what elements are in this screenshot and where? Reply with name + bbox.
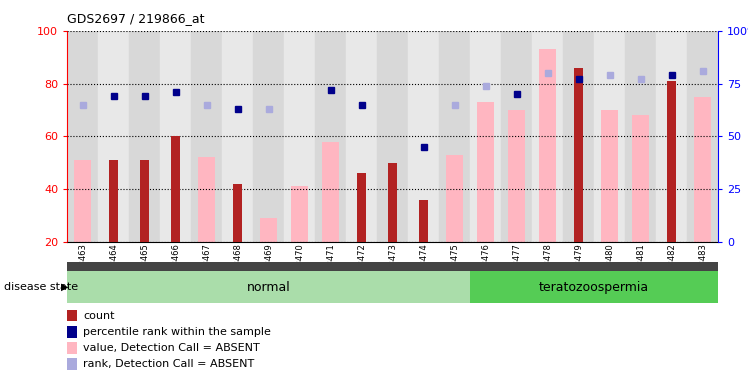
Bar — [601, 110, 618, 242]
Bar — [160, 31, 191, 242]
Bar — [408, 31, 439, 242]
Bar — [656, 31, 687, 242]
Text: percentile rank within the sample: percentile rank within the sample — [83, 327, 271, 337]
Bar — [171, 136, 180, 242]
Bar — [291, 187, 308, 242]
Text: value, Detection Call = ABSENT: value, Detection Call = ABSENT — [83, 343, 260, 353]
Bar — [377, 31, 408, 242]
Bar — [439, 31, 470, 242]
Bar — [191, 31, 222, 242]
Bar — [388, 163, 397, 242]
Bar — [198, 157, 215, 242]
Bar — [109, 160, 118, 242]
Bar — [129, 31, 160, 242]
Bar — [260, 218, 278, 242]
Text: disease state: disease state — [4, 282, 78, 292]
Bar — [74, 160, 91, 242]
Bar — [419, 200, 429, 242]
Bar — [632, 115, 649, 242]
Bar — [532, 31, 563, 242]
Bar — [222, 31, 254, 242]
Bar — [508, 110, 525, 242]
Bar — [470, 31, 501, 242]
Bar — [501, 31, 532, 242]
Bar — [346, 31, 377, 242]
Bar — [477, 102, 494, 242]
Text: ▶: ▶ — [61, 282, 69, 292]
Bar — [694, 97, 711, 242]
Bar — [284, 31, 315, 242]
Bar — [574, 68, 583, 242]
Bar — [594, 31, 625, 242]
Text: normal: normal — [247, 281, 291, 293]
Bar — [67, 31, 98, 242]
Bar — [98, 31, 129, 242]
Text: GDS2697 / 219866_at: GDS2697 / 219866_at — [67, 12, 205, 25]
Bar — [539, 49, 557, 242]
Bar — [563, 31, 594, 242]
Text: count: count — [83, 311, 114, 321]
Bar — [322, 142, 340, 242]
Bar — [233, 184, 242, 242]
Bar — [446, 155, 463, 242]
Bar — [625, 31, 656, 242]
Text: rank, Detection Call = ABSENT: rank, Detection Call = ABSENT — [83, 359, 254, 369]
Bar — [357, 173, 367, 242]
Bar — [315, 31, 346, 242]
Bar — [140, 160, 150, 242]
Text: teratozoospermia: teratozoospermia — [539, 281, 649, 293]
Bar — [667, 81, 676, 242]
Bar — [254, 31, 284, 242]
Bar — [687, 31, 718, 242]
